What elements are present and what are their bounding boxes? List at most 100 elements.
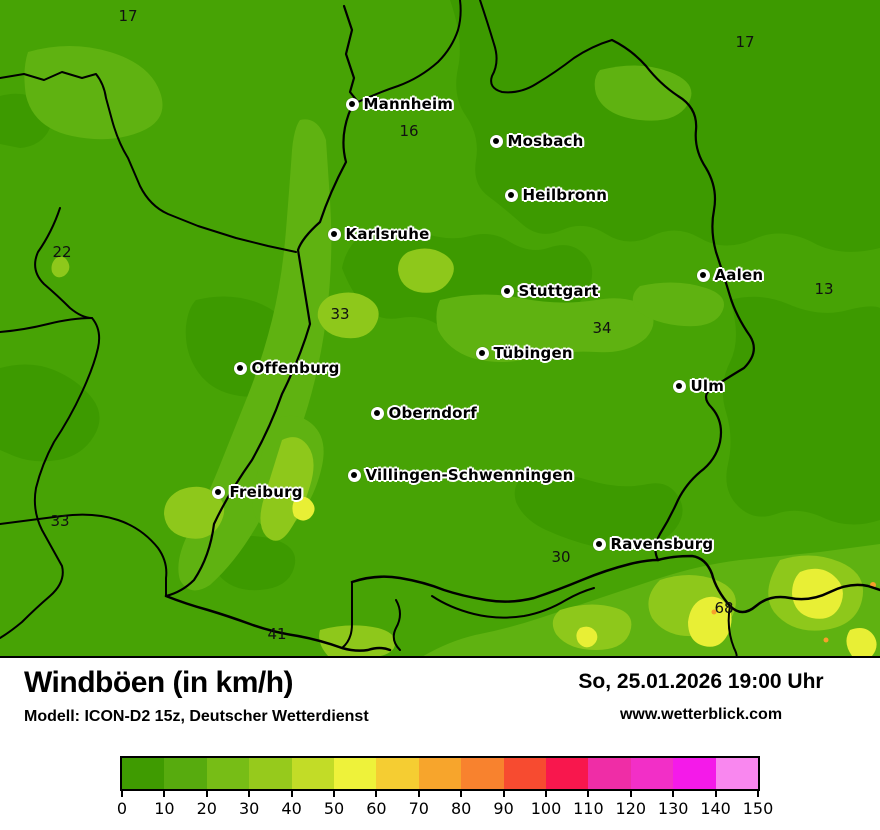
city-dot-icon xyxy=(504,188,518,202)
legend-tick-label: 130 xyxy=(657,799,689,818)
legend-segment xyxy=(291,758,335,789)
city-label: Ravensburg xyxy=(610,535,714,553)
wind-gust-value: 41 xyxy=(267,625,287,643)
valid-datetime: So, 25.01.2026 19:00 Uhr xyxy=(578,670,824,693)
city-marker: Mannheim xyxy=(345,95,454,113)
legend-tick-label: 120 xyxy=(615,799,647,818)
city-marker: Heilbronn xyxy=(504,186,608,204)
map-title: Windböen (in km/h) xyxy=(24,666,294,699)
footer: Windböen (in km/h) Modell: ICON-D2 15z, … xyxy=(0,658,880,745)
city-dot-icon xyxy=(489,134,503,148)
legend-segment xyxy=(206,758,250,789)
legend-segment xyxy=(122,758,165,789)
yellow-green-areas xyxy=(51,248,864,656)
legend-segment xyxy=(376,758,419,789)
wind-gust-value: 68 xyxy=(714,599,734,617)
legend-tick-label: 100 xyxy=(530,799,562,818)
city-marker: Tübingen xyxy=(475,344,573,362)
wind-gust-value: 16 xyxy=(399,122,419,140)
legend-segment xyxy=(503,758,547,789)
city-dot-icon xyxy=(500,284,514,298)
wind-gust-value: 17 xyxy=(118,7,138,25)
city-dot-icon xyxy=(327,227,341,241)
city-dot-icon xyxy=(370,406,384,420)
legend-tick-label: 40 xyxy=(281,799,302,818)
city-label: Stuttgart xyxy=(518,282,599,300)
city-label: Villingen-Schwenningen xyxy=(365,466,574,484)
political-borders xyxy=(0,0,880,656)
legend-tick-label: 140 xyxy=(700,799,731,818)
city-marker: Aalen xyxy=(696,266,764,284)
legend-tick xyxy=(502,790,505,797)
city-label: Tübingen xyxy=(493,344,573,362)
city-marker: Mosbach xyxy=(489,132,584,150)
wind-gust-value: 33 xyxy=(330,305,350,323)
legend-tick xyxy=(248,790,251,797)
legend-tick-label: 0 xyxy=(116,799,128,818)
city-marker: Karlsruhe xyxy=(327,225,430,243)
legend-tick xyxy=(375,790,378,797)
city-marker: Offenburg xyxy=(233,359,340,377)
map-overlay: Mannheim Mosbach Heilbronn Karlsruhe Aalen St… xyxy=(50,7,834,643)
city-label: Ulm xyxy=(690,377,725,395)
website-url: www.wetterblick.com xyxy=(619,706,783,723)
legend-segment xyxy=(334,758,377,789)
legend-tick xyxy=(545,790,547,797)
city-dot-icon xyxy=(672,379,686,393)
city-dot-icon xyxy=(345,97,359,111)
legend-segment xyxy=(546,758,589,789)
city-dot-icon xyxy=(475,346,489,360)
city-label: Mannheim xyxy=(363,95,454,113)
legend-tick-label: 150 xyxy=(742,799,774,818)
city-marker: Oberndorf xyxy=(370,404,478,422)
city-label: Freiburg xyxy=(229,483,303,501)
legend-tick-label: 60 xyxy=(366,799,387,818)
city-label: Mosbach xyxy=(507,132,584,150)
legend-segment xyxy=(630,758,674,789)
city-marker: Ravensburg xyxy=(592,535,714,553)
legend-tick xyxy=(417,790,420,797)
legend-tick xyxy=(163,790,166,797)
city-dot-icon xyxy=(347,468,361,482)
legend-tick-label: 50 xyxy=(323,799,345,818)
orange-spots xyxy=(711,582,876,643)
city-marker: Ulm xyxy=(672,377,725,395)
legend-segment xyxy=(164,758,207,789)
city-marker: Stuttgart xyxy=(500,282,599,300)
legend-tick xyxy=(587,790,590,797)
legend-segment xyxy=(249,758,292,789)
legend-tick xyxy=(629,790,632,797)
legend-tick-label: 80 xyxy=(451,799,472,818)
city-marker: Freiburg xyxy=(211,483,303,501)
legend-segment xyxy=(461,758,504,789)
wind-gust-value: 34 xyxy=(592,319,612,337)
legend-segment xyxy=(715,758,759,789)
wind-gust-value: 17 xyxy=(735,33,755,51)
legend-tick-label: 70 xyxy=(408,799,429,818)
legend-colorbar xyxy=(120,756,760,791)
city-label: Oberndorf xyxy=(388,404,478,422)
legend-tick-label: 110 xyxy=(573,799,604,818)
wind-gust-value: 33 xyxy=(50,512,70,530)
model-info: Modell: ICON-D2 15z, Deutscher Wetterdie… xyxy=(24,708,369,725)
legend-tick-label: 90 xyxy=(493,799,514,818)
legend-tick-label: 20 xyxy=(196,799,217,818)
city-dot-icon xyxy=(233,361,247,375)
legend-tick xyxy=(121,790,123,797)
terrain-map xyxy=(0,0,880,656)
legend-tick-label: 30 xyxy=(239,799,260,818)
legend-tick xyxy=(205,790,208,797)
wind-gust-value: 22 xyxy=(52,243,72,261)
legend-tick xyxy=(714,790,717,797)
city-dot-icon xyxy=(211,485,225,499)
legend-segment xyxy=(588,758,631,789)
wind-gust-value: 13 xyxy=(814,280,834,298)
footer-right: So, 25.01.2026 19:00 Uhr www.wetterblick… xyxy=(536,670,866,724)
legend-segment xyxy=(418,758,462,789)
city-label: Offenburg xyxy=(251,359,340,377)
map-area: Mannheim Mosbach Heilbronn Karlsruhe Aalen St… xyxy=(0,0,880,658)
city-label: Karlsruhe xyxy=(345,225,430,243)
city-dot-icon xyxy=(696,268,710,282)
wind-gust-value: 30 xyxy=(551,548,571,566)
